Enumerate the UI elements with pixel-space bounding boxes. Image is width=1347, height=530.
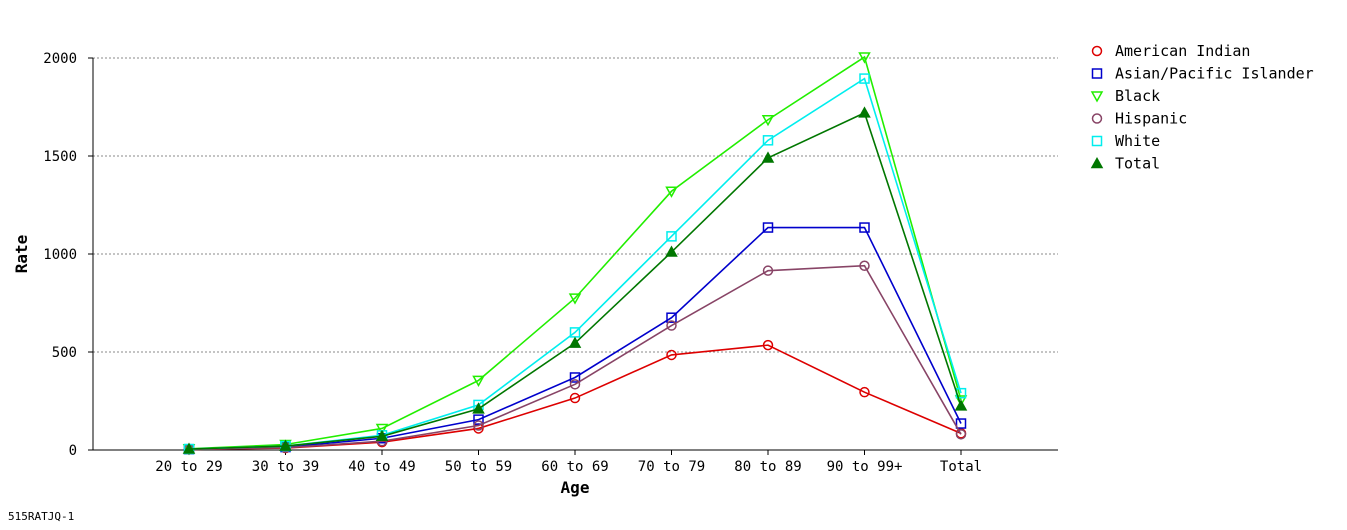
- legend-label: Black: [1115, 87, 1160, 105]
- data-point: [568, 293, 582, 305]
- legend-item: American Indian: [1091, 42, 1250, 60]
- x-axis-ticks: 20 to 29 30 to 39 40 to 49 50 to 59 60 to 69…: [155, 450, 982, 475]
- x-tick-label: 60 to 69: [541, 459, 608, 475]
- data-point: [762, 339, 774, 351]
- legend-item: Hispanic: [1091, 110, 1187, 128]
- series-lines: [182, 52, 968, 456]
- legend-item: Asian/Pacific Islander: [1091, 65, 1314, 83]
- data-point: [954, 399, 968, 411]
- legend-marker: [1090, 91, 1104, 103]
- y-tick-label: 0: [69, 443, 77, 459]
- legend-label: Total: [1115, 155, 1160, 173]
- data-point: [279, 439, 292, 451]
- legend-label: American Indian: [1115, 42, 1250, 60]
- data-point: [666, 231, 677, 242]
- data-point: [375, 423, 389, 435]
- data-point: [858, 106, 871, 118]
- data-point: [859, 73, 870, 84]
- footer-code: 515RATJQ-1: [8, 510, 75, 523]
- data-point: [569, 392, 581, 404]
- data-point: [666, 320, 677, 331]
- y-axis-ticks: 0 500 1000 1500 2000: [43, 51, 93, 459]
- data-point: [955, 418, 967, 429]
- y-tick-label: 1000: [43, 247, 77, 263]
- data-point: [473, 420, 484, 431]
- series-line: [188, 344, 962, 451]
- legend-item: White: [1091, 132, 1160, 150]
- series-line: [188, 55, 962, 450]
- data-point: [375, 429, 389, 442]
- data-point: [665, 186, 678, 198]
- data-point: [665, 245, 678, 257]
- legend-marker: [1090, 156, 1104, 169]
- legend-marker: [1091, 135, 1103, 147]
- legend-item: Black: [1090, 87, 1160, 105]
- legend-marker: [1091, 113, 1103, 124]
- x-tick-label: 70 to 79: [638, 459, 705, 475]
- y-tick-label: 1500: [43, 149, 77, 165]
- series-white: [183, 73, 967, 455]
- data-point: [569, 379, 581, 390]
- data-point: [569, 372, 581, 383]
- data-point: [762, 135, 774, 146]
- data-point: [859, 260, 870, 272]
- data-point: [472, 375, 485, 387]
- legend-label: White: [1115, 132, 1160, 150]
- grid-lines: [93, 57, 1058, 353]
- x-tick-label: 20 to 29: [155, 459, 222, 475]
- x-tick-label: Total: [940, 459, 982, 475]
- legend-label: Hispanic: [1115, 110, 1187, 128]
- legend-marker: [1091, 45, 1103, 57]
- legend-marker: [1091, 68, 1103, 79]
- data-point: [472, 402, 485, 414]
- data-point: [182, 442, 196, 454]
- x-tick-label: 40 to 49: [348, 459, 415, 475]
- y-tick-label: 2000: [43, 51, 77, 67]
- data-point: [859, 386, 870, 398]
- data-point: [762, 222, 774, 233]
- series-line: [188, 226, 962, 451]
- x-tick-label: 90 to 99+: [827, 459, 903, 475]
- legend-item: Total: [1090, 155, 1160, 173]
- x-tick-label: 30 to 39: [252, 459, 319, 475]
- x-axis-title: Age: [561, 478, 590, 497]
- y-axis-title: Rate: [12, 235, 31, 274]
- data-point: [666, 312, 677, 323]
- data-point: [761, 114, 775, 127]
- data-point: [568, 336, 582, 348]
- data-point: [859, 222, 870, 233]
- x-tick-label: 80 to 89: [734, 459, 801, 475]
- data-point: [666, 349, 677, 361]
- series-line: [188, 264, 962, 451]
- series-american-indian: [183, 339, 967, 455]
- series-hispanic: [183, 260, 967, 455]
- data-point: [761, 151, 775, 163]
- series-total: [182, 106, 968, 454]
- data-point: [473, 414, 484, 425]
- x-tick-label: 50 to 59: [445, 459, 512, 475]
- legend-label: Asian/Pacific Islander: [1115, 65, 1314, 83]
- legend: American Indian Asian/Pacific Islander Bla…: [1090, 42, 1314, 173]
- y-tick-label: 500: [52, 345, 77, 361]
- data-point: [955, 429, 967, 440]
- data-point: [762, 265, 774, 276]
- data-point: [858, 52, 871, 64]
